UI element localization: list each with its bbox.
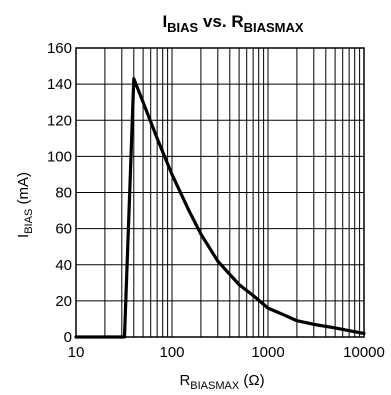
x-label-r: R (179, 372, 190, 389)
y-tick-label: 120 (47, 112, 72, 129)
title-biasmax-subscript: BIASMAX (244, 20, 304, 35)
grid (75, 47, 364, 338)
x-axis-label: RBIASMAX (Ω) (179, 372, 264, 392)
series-line (74, 77, 366, 339)
y-label-bias-subscript: BIAS (23, 209, 35, 234)
x-tick-label: 10000 (343, 344, 385, 361)
y-tick-label: 20 (55, 293, 72, 310)
y-tick-label: 160 (47, 40, 72, 57)
x-label-biasmax-subscript: BIASMAX (190, 380, 240, 392)
x-tick-label: 1000 (251, 344, 284, 361)
y-tick-label: 60 (55, 221, 72, 238)
title-i: I (162, 12, 167, 31)
y-tick-label: 140 (47, 76, 72, 93)
y-tick-labels: 0 20 40 60 80 100 120 140 160 (47, 40, 72, 346)
series-group (74, 77, 366, 339)
y-tick-label: 40 (55, 257, 72, 274)
x-tick-labels: 10 100 1000 10000 (68, 344, 385, 361)
y-tick-label: 80 (55, 185, 72, 202)
y-tick-label: 100 (47, 148, 72, 165)
chart-title: IBIAS vs. RBIASMAX (162, 12, 303, 35)
title-vs-r: vs. R (198, 12, 243, 31)
y-axis-label: IBIAS (mA) (15, 172, 35, 238)
x-tick-label: 10 (68, 344, 85, 361)
y-label-i: I (15, 234, 32, 238)
x-label-unit: (Ω) (239, 372, 264, 389)
y-tick-label: 0 (64, 329, 72, 346)
x-tick-label: 100 (159, 344, 184, 361)
plot-frame (75, 47, 365, 338)
title-bias-subscript: BIAS (167, 20, 198, 35)
y-label-unit: (mA) (15, 172, 32, 209)
